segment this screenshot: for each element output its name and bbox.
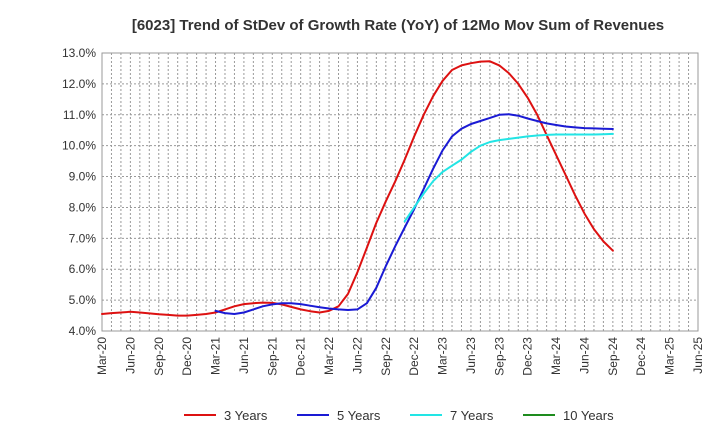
legend-label-5-years: 5 Years: [337, 408, 381, 423]
x-tick-label: Jun-22: [350, 337, 364, 374]
x-tick-label: Sep-23: [492, 337, 506, 376]
legend-label-10-years: 10 Years: [563, 408, 614, 423]
y-tick-label: 9.0%: [69, 170, 97, 184]
x-tick-label: Sep-21: [265, 337, 279, 376]
y-tick-label: 4.0%: [69, 324, 97, 338]
y-tick-label: 6.0%: [69, 262, 97, 276]
x-tick-label: Jun-23: [464, 337, 478, 374]
x-tick-label: Mar-21: [209, 337, 223, 375]
legend: 3 Years 5 Years 7 Years 10 Years: [184, 408, 614, 423]
x-tick-label: Jun-24: [577, 337, 591, 374]
y-tick-label: 11.0%: [63, 108, 96, 122]
x-tick-label: Mar-20: [95, 337, 109, 375]
series-lines: [101, 60, 614, 317]
legend-label-3-years: 3 Years: [224, 408, 268, 423]
x-tick-label: Dec-22: [407, 337, 421, 376]
x-tick-label: Sep-20: [152, 337, 166, 376]
x-tick-label: Dec-21: [294, 337, 308, 376]
y-tick-label: 8.0%: [69, 200, 97, 214]
x-tick-label: Sep-22: [379, 337, 393, 376]
x-tick-label: Mar-24: [549, 337, 563, 375]
x-tick-label: Mar-23: [436, 337, 450, 375]
x-tick-label: Mar-25: [663, 337, 677, 375]
x-tick-label: Jun-25: [691, 337, 705, 374]
y-tick-label: 13.0%: [62, 46, 96, 60]
y-tick-label: 12.0%: [62, 77, 96, 91]
x-tick-label: Mar-22: [322, 337, 336, 375]
legend-label-7-years: 7 Years: [450, 408, 494, 423]
y-axis: 4.0% 5.0% 6.0% 7.0% 8.0% 9.0% 10.0% 11.0% 12.0% 1…: [62, 46, 96, 338]
chart-title: [6023] Trend of StDev of Growth Rate (Yo…: [132, 17, 664, 34]
x-tick-label: Jun-20: [123, 337, 137, 374]
series-line-7-years: [403, 132, 614, 223]
x-axis: Mar-20 Jun-20 Sep-20 Dec-20 Mar-21 Jun-21 Sep-…: [95, 337, 705, 376]
grid: [102, 53, 698, 331]
x-tick-label: Jun-21: [237, 337, 251, 374]
y-tick-label: 7.0%: [69, 231, 97, 245]
y-tick-label: 5.0%: [69, 293, 97, 307]
series-line-3-years: [101, 60, 614, 317]
x-tick-label: Dec-24: [634, 337, 648, 376]
y-tick-label: 10.0%: [62, 139, 96, 153]
x-tick-label: Sep-24: [606, 337, 620, 376]
x-tick-label: Dec-23: [521, 337, 535, 376]
x-tick-label: Dec-20: [180, 337, 194, 376]
plot-area: [101, 52, 699, 332]
